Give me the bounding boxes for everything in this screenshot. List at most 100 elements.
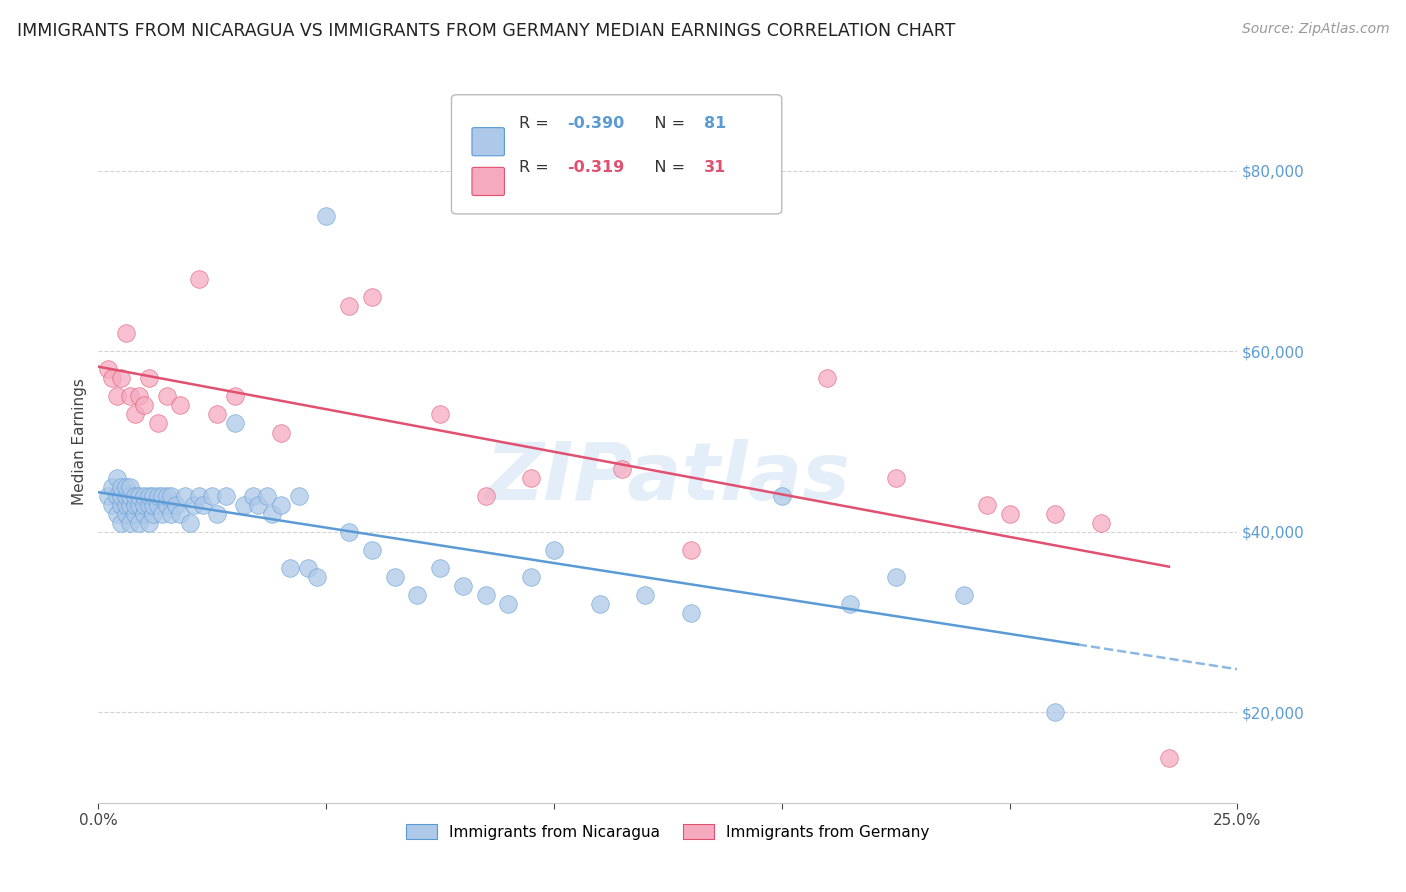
Point	[96, 489, 118, 503]
Point	[270, 425, 292, 440]
Point	[976, 498, 998, 512]
Point	[110, 480, 132, 494]
Point	[429, 408, 451, 422]
Point	[588, 597, 610, 611]
Point	[110, 371, 132, 385]
Point	[634, 588, 657, 602]
Point	[215, 489, 238, 503]
Point	[120, 516, 142, 530]
Point	[142, 489, 165, 503]
Y-axis label: Median Earnings: Median Earnings	[72, 378, 87, 505]
Point	[474, 588, 496, 602]
Point	[384, 570, 406, 584]
Point	[150, 489, 173, 503]
Point	[998, 507, 1021, 521]
Point	[288, 489, 311, 503]
Point	[337, 524, 360, 539]
Point	[278, 561, 301, 575]
Point	[174, 489, 197, 503]
Point	[132, 398, 155, 412]
Point	[146, 498, 169, 512]
Text: N =: N =	[638, 160, 690, 175]
Point	[114, 489, 136, 503]
Point	[520, 570, 543, 584]
Point	[770, 489, 793, 503]
Point	[101, 371, 124, 385]
Point	[138, 498, 160, 512]
Point	[1157, 750, 1180, 764]
Text: Source: ZipAtlas.com: Source: ZipAtlas.com	[1241, 22, 1389, 37]
Point	[120, 498, 142, 512]
Point	[120, 489, 142, 503]
Point	[160, 489, 183, 503]
Point	[114, 326, 136, 340]
Point	[101, 480, 124, 494]
Point	[297, 561, 319, 575]
Point	[543, 542, 565, 557]
Point	[1043, 507, 1066, 521]
Point	[124, 507, 146, 521]
Point	[124, 498, 146, 512]
Point	[138, 371, 160, 385]
Point	[124, 408, 146, 422]
Text: IMMIGRANTS FROM NICARAGUA VS IMMIGRANTS FROM GERMANY MEDIAN EARNINGS CORRELATION: IMMIGRANTS FROM NICARAGUA VS IMMIGRANTS …	[17, 22, 955, 40]
Point	[138, 489, 160, 503]
Point	[132, 507, 155, 521]
Point	[179, 516, 201, 530]
Point	[132, 489, 155, 503]
Point	[884, 470, 907, 484]
Point	[187, 272, 209, 286]
Text: -0.319: -0.319	[567, 160, 624, 175]
Point	[156, 389, 179, 403]
Text: R =: R =	[519, 160, 554, 175]
Point	[124, 489, 146, 503]
FancyBboxPatch shape	[472, 168, 505, 195]
Point	[169, 507, 191, 521]
Point	[156, 489, 179, 503]
Point	[142, 507, 165, 521]
Point	[183, 498, 205, 512]
Point	[839, 597, 862, 611]
Point	[360, 542, 382, 557]
Point	[224, 389, 246, 403]
FancyBboxPatch shape	[472, 128, 505, 156]
Point	[429, 561, 451, 575]
Point	[114, 507, 136, 521]
Point	[307, 570, 329, 584]
Point	[160, 507, 183, 521]
Point	[128, 489, 150, 503]
Point	[132, 498, 155, 512]
Point	[146, 417, 169, 431]
Point	[105, 489, 128, 503]
Text: 31: 31	[704, 160, 725, 175]
Point	[128, 498, 150, 512]
Point	[1090, 516, 1112, 530]
Point	[201, 489, 224, 503]
Legend: Immigrants from Nicaragua, Immigrants from Germany: Immigrants from Nicaragua, Immigrants fr…	[401, 818, 935, 846]
Point	[138, 516, 160, 530]
Point	[105, 389, 128, 403]
Point	[242, 489, 264, 503]
Point	[120, 389, 142, 403]
Point	[315, 209, 337, 223]
Point	[120, 480, 142, 494]
Point	[224, 417, 246, 431]
Point	[114, 480, 136, 494]
Point	[1043, 706, 1066, 720]
Point	[156, 498, 179, 512]
Point	[165, 498, 187, 512]
Text: N =: N =	[638, 117, 690, 131]
Point	[205, 507, 228, 521]
Point	[110, 498, 132, 512]
Point	[105, 507, 128, 521]
Point	[114, 498, 136, 512]
Point	[169, 398, 191, 412]
FancyBboxPatch shape	[451, 95, 782, 214]
Text: -0.390: -0.390	[567, 117, 624, 131]
Point	[205, 408, 228, 422]
Point	[815, 371, 838, 385]
Point	[451, 579, 474, 593]
Text: 81: 81	[704, 117, 725, 131]
Point	[406, 588, 429, 602]
Point	[150, 507, 173, 521]
